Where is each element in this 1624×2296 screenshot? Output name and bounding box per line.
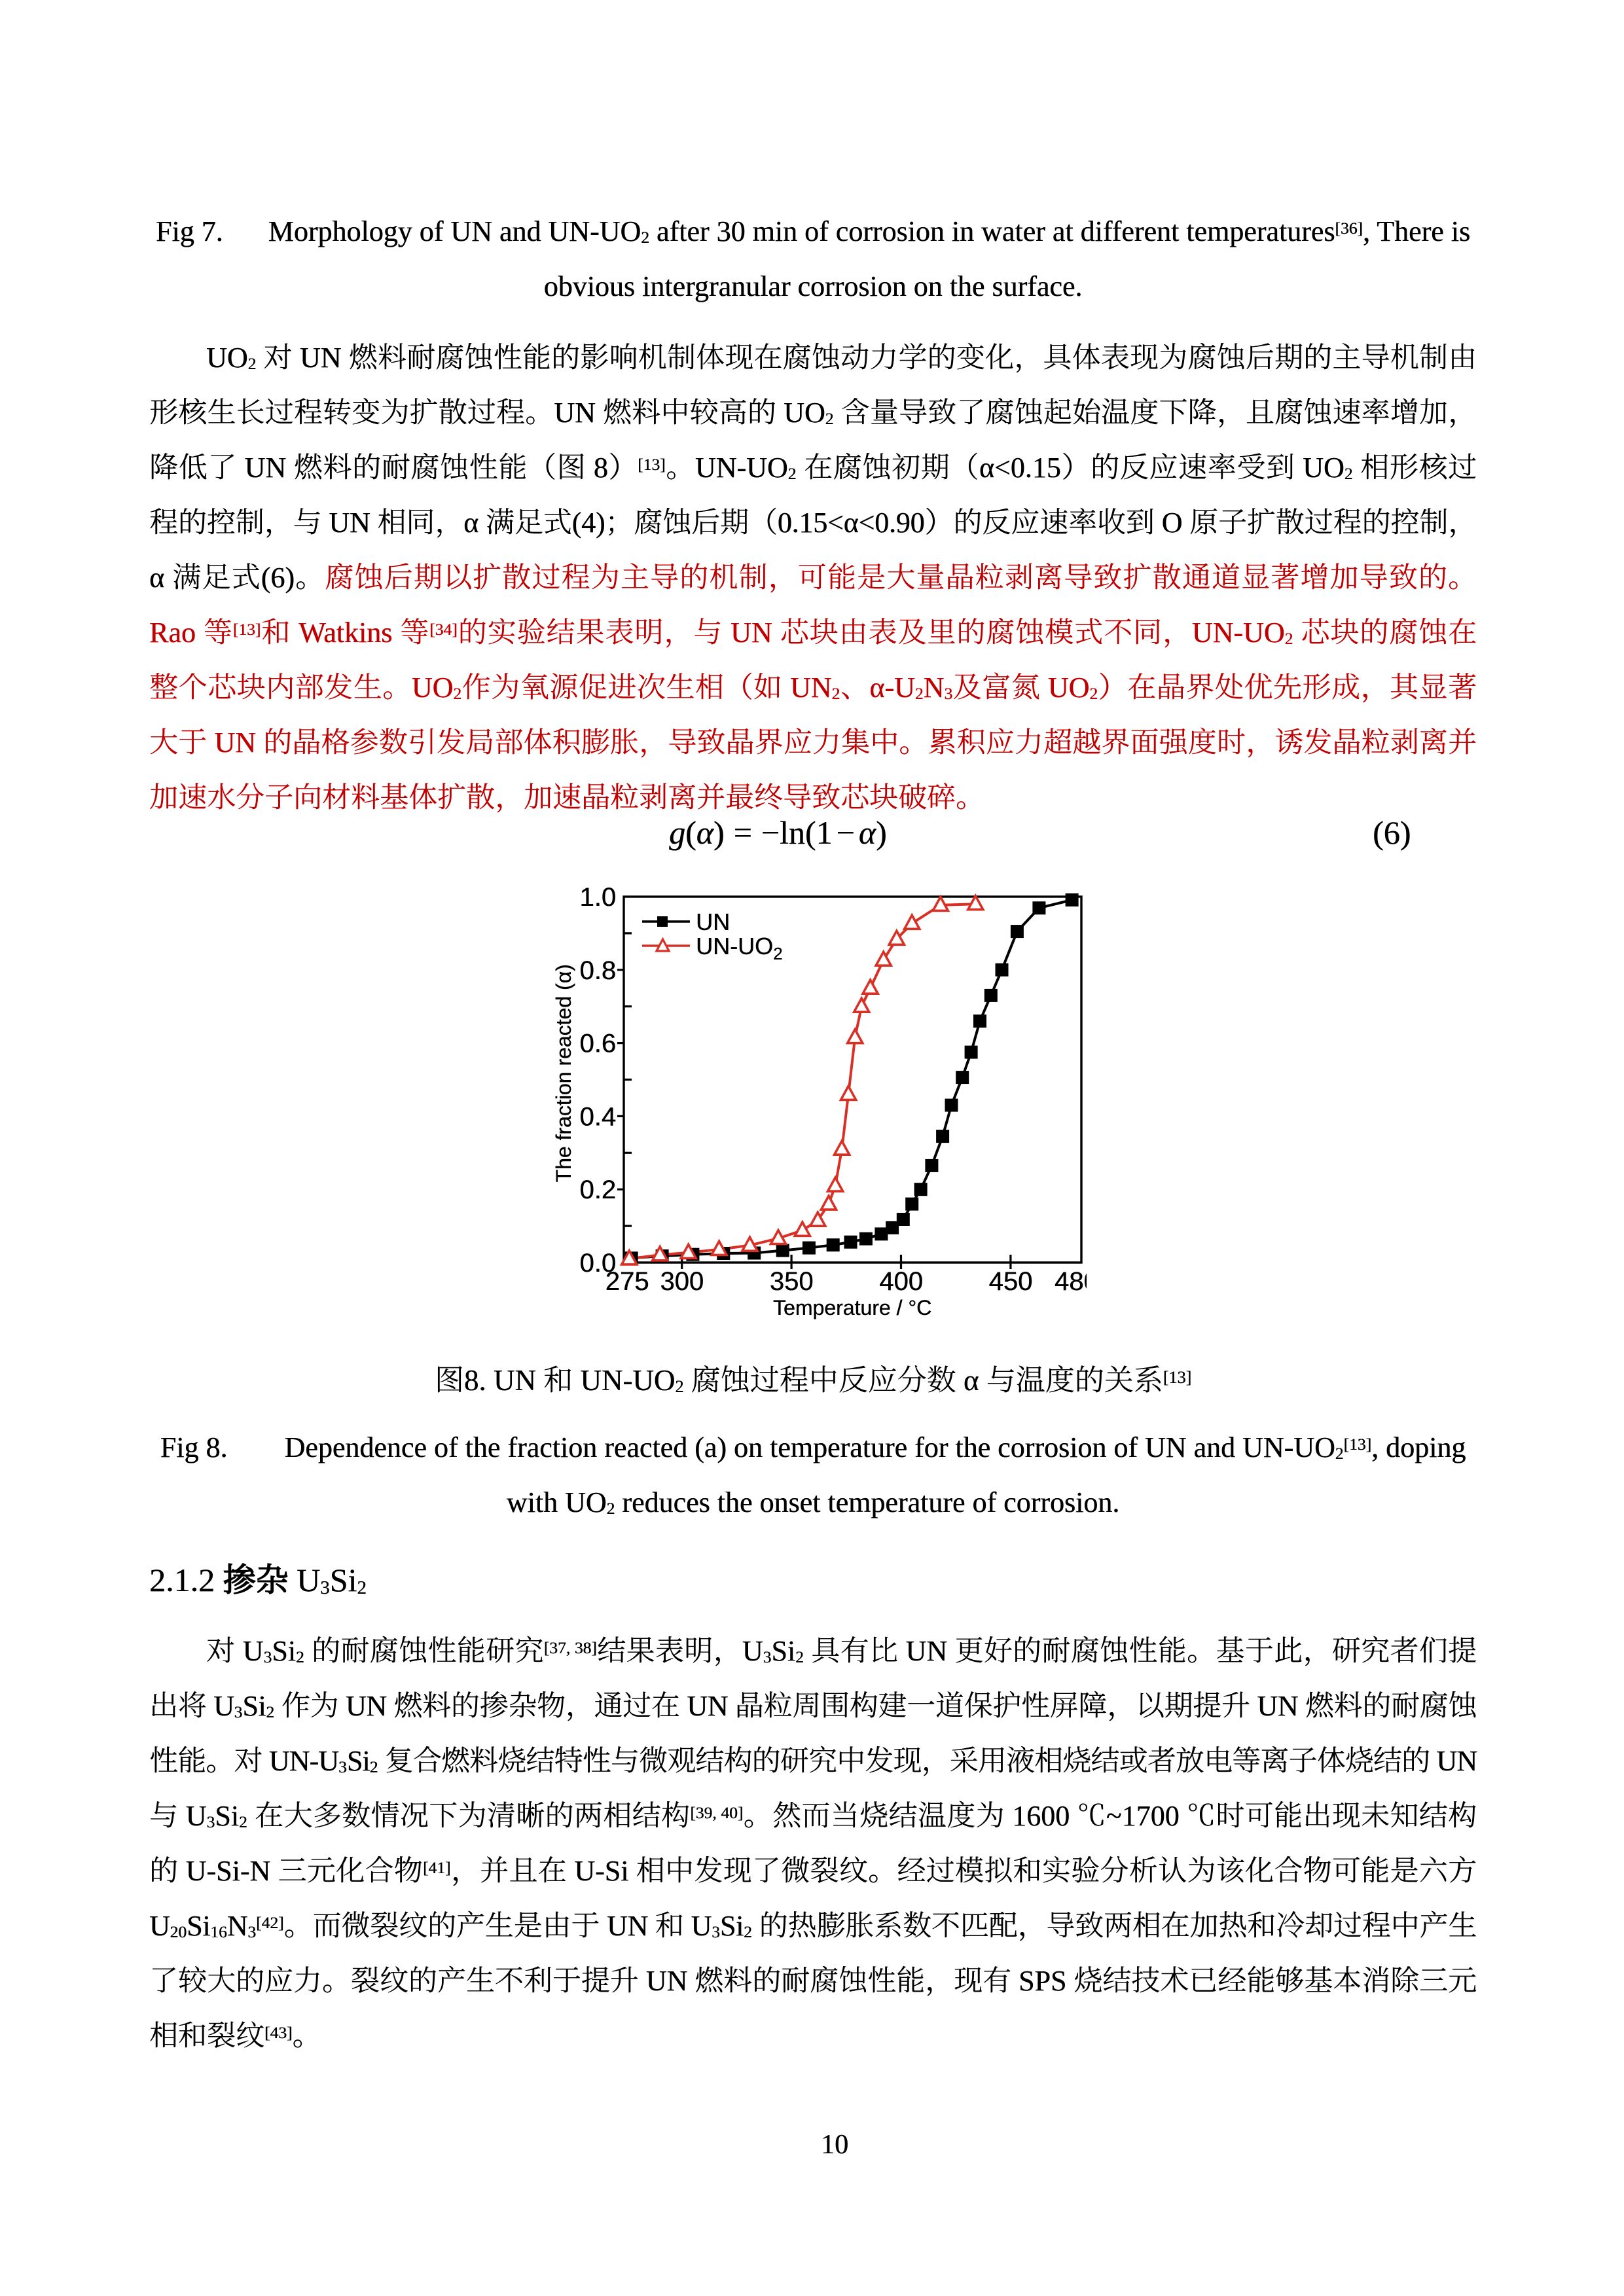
svg-text:450: 450: [989, 1267, 1033, 1296]
svg-text:350: 350: [770, 1267, 814, 1296]
svg-text:0.4: 0.4: [579, 1102, 616, 1131]
svg-text:400: 400: [879, 1267, 923, 1296]
svg-text:0.2: 0.2: [579, 1175, 616, 1204]
svg-text:1.0: 1.0: [579, 883, 616, 912]
svg-text:UN-UO2: UN-UO2: [696, 933, 782, 963]
svg-text:0.8: 0.8: [579, 956, 616, 985]
svg-text:The fraction reacted (α): The fraction reacted (α): [552, 964, 575, 1182]
svg-text:0.0: 0.0: [579, 1249, 616, 1278]
svg-text:0.6: 0.6: [579, 1030, 616, 1058]
svg-text:275: 275: [605, 1267, 649, 1296]
svg-text:300: 300: [660, 1267, 704, 1296]
svg-text:Temperature / °C: Temperature / °C: [773, 1296, 931, 1319]
svg-text:UN: UN: [696, 908, 730, 935]
